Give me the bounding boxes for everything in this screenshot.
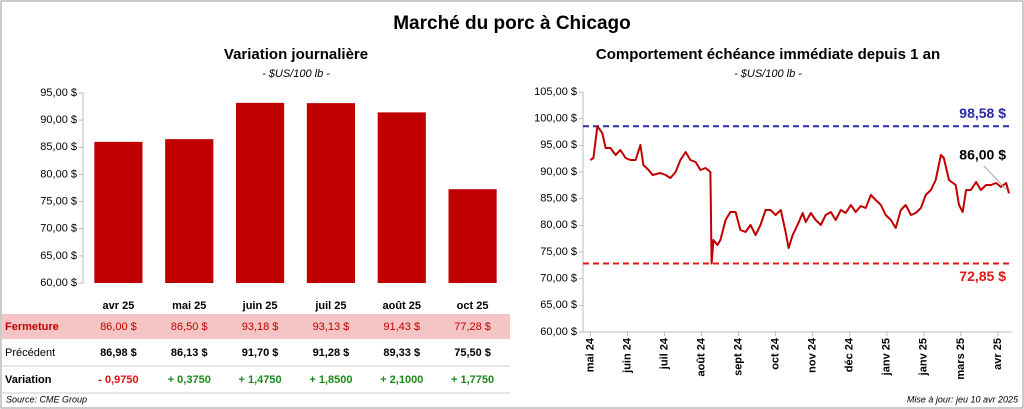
table-cell: + 1,8500: [309, 374, 352, 386]
x-tick-label: avr 25: [992, 338, 1004, 370]
x-tick-label: août 25: [382, 300, 421, 312]
bar: [94, 141, 143, 283]
y-tick-label: 70,00 $: [40, 223, 77, 235]
table-cell: 86,98 $: [100, 347, 137, 359]
table-cell: 89,33 $: [383, 347, 420, 359]
table-cell: + 1,4750: [239, 374, 282, 386]
bar: [448, 189, 497, 283]
x-tick-label: janv 25: [881, 338, 893, 376]
annotation-leader: [983, 165, 1007, 190]
x-tick-label: déc 24: [844, 337, 856, 372]
table-cell: - 0,9750: [98, 374, 138, 386]
table-cell: + 2,1000: [380, 374, 423, 386]
x-tick-label: sept 24: [733, 337, 745, 376]
y-tick-label: 70,00 $: [540, 273, 577, 285]
data-label: 91,43 $: [383, 321, 420, 333]
y-tick-label: 85,00 $: [540, 193, 577, 205]
bar: [236, 102, 285, 283]
table-cell: 86,13 $: [171, 347, 208, 359]
data-label: 86,50 $: [171, 321, 208, 333]
y-tick-label: 90,00 $: [40, 114, 77, 126]
x-tick-label: janv 25: [918, 338, 930, 376]
x-tick-label: nov 24: [807, 337, 819, 373]
bar-subtitle: - $US/100 lb -: [262, 68, 330, 80]
table-cell: + 1,7750: [451, 374, 494, 386]
y-tick-label: 95,00 $: [540, 139, 577, 151]
y-tick-label: 100,00 $: [534, 113, 577, 125]
bar: [306, 103, 355, 283]
y-tick-label: 90,00 $: [540, 166, 577, 178]
price-line: [589, 125, 1010, 265]
row-highlight: [2, 314, 510, 339]
y-tick-label: 60,00 $: [40, 277, 77, 289]
source: Source: CME Group: [6, 394, 87, 404]
data-label: 93,13 $: [313, 321, 350, 333]
line-subtitle: - $US/100 lb -: [734, 68, 802, 80]
y-tick-label: 80,00 $: [540, 219, 577, 231]
y-tick-label: 105,00 $: [534, 86, 577, 98]
y-tick-label: 95,00 $: [40, 87, 77, 99]
y-tick-label: 75,00 $: [40, 195, 77, 207]
x-tick-label: avr 25: [103, 300, 135, 312]
x-tick-label: juin 24: [621, 337, 633, 374]
main-title: Marché du porc à Chicago: [393, 13, 631, 34]
y-tick-label: 75,00 $: [540, 246, 577, 258]
y-tick-label: 80,00 $: [40, 168, 77, 180]
table-cell: 75,50 $: [454, 347, 491, 359]
x-tick-label: juil 24: [658, 337, 670, 370]
data-label: 86,00 $: [100, 321, 137, 333]
x-tick-label: mai 24: [584, 337, 596, 372]
y-tick-label: 65,00 $: [540, 299, 577, 311]
x-tick-label: juil 25: [314, 300, 346, 312]
bar: [377, 112, 426, 283]
table-cell: + 0,3750: [168, 374, 211, 386]
x-tick-label: juin 25: [242, 300, 278, 312]
bar: [165, 139, 214, 283]
x-tick-label: mai 25: [172, 300, 206, 312]
data-label: 93,18 $: [242, 321, 279, 333]
reference-label: 72,85 $: [959, 268, 1006, 284]
x-tick-label: oct 25: [457, 300, 489, 312]
y-tick-label: 65,00 $: [40, 250, 77, 262]
x-tick-label: août 24: [695, 337, 707, 376]
table-cell: 91,70 $: [242, 347, 279, 359]
row-label: Précédent: [5, 347, 55, 359]
reference-label: 98,58 $: [959, 105, 1006, 121]
x-tick-label: mars 25: [955, 338, 967, 380]
table-cell: 91,28 $: [313, 347, 350, 359]
y-tick-label: 60,00 $: [540, 326, 577, 338]
updated: Mise à jour: jeu 10 avr 2025: [907, 394, 1019, 404]
x-tick-label: oct 24: [770, 337, 782, 370]
line-title: Comportement échéance immédiate depuis 1…: [596, 46, 940, 63]
row-label: Variation: [5, 374, 52, 386]
y-tick-label: 85,00 $: [40, 141, 77, 153]
annotation: 86,00 $: [959, 147, 1006, 163]
row-label: Fermeture: [5, 321, 59, 333]
data-label: 77,28 $: [454, 321, 491, 333]
bar-title: Variation journalière: [224, 46, 368, 63]
